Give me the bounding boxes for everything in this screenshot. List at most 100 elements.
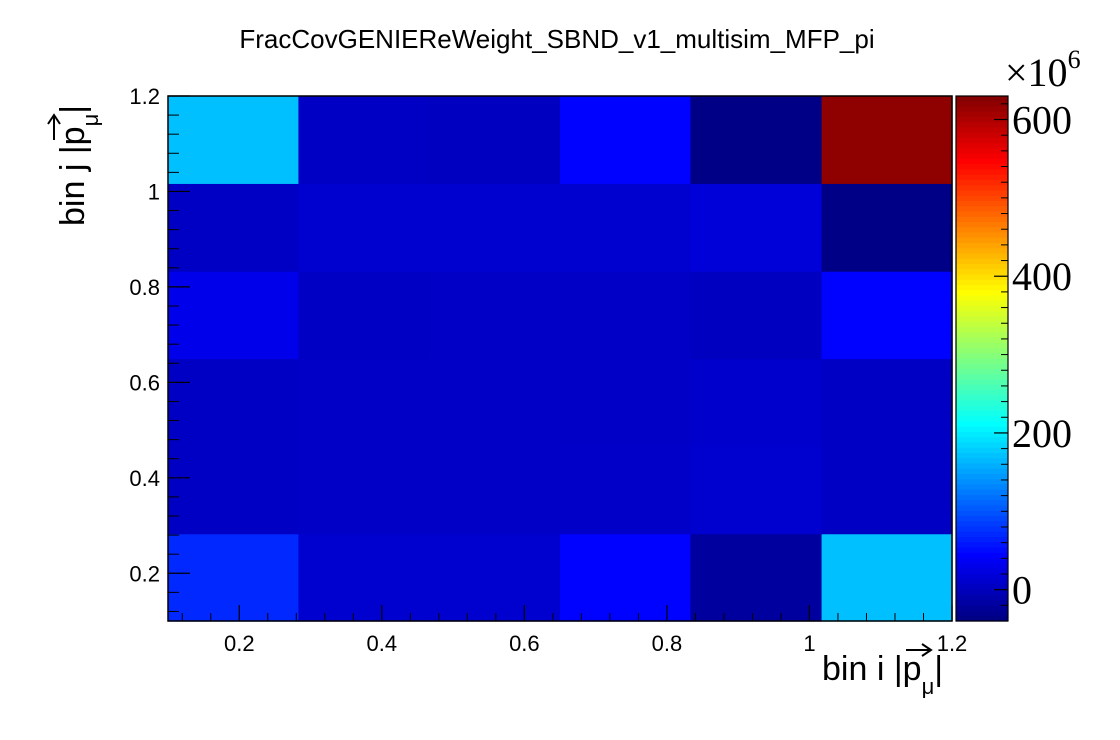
heatmap-cell (429, 183, 561, 272)
y-tick-label: 0.6 (129, 370, 160, 395)
palette-band (956, 295, 1008, 302)
palette-band (956, 579, 1008, 585)
palette-band (956, 447, 1008, 454)
palette-band (956, 153, 1008, 160)
palette-band (956, 101, 1008, 108)
palette-band (956, 547, 1008, 554)
z-multiplier-base: ×10 (1005, 50, 1068, 95)
z-tick-label: 600 (1012, 98, 1072, 143)
palette-band (956, 510, 1008, 517)
palette-band (956, 379, 1008, 386)
palette-band (956, 358, 1008, 365)
y-axis-label-symbol: p (54, 126, 92, 145)
palette-band (956, 405, 1008, 412)
palette-band (956, 605, 1008, 612)
palette-band (956, 148, 1008, 155)
x-axis-label-close: | (934, 650, 943, 688)
heatmap-cell (298, 445, 431, 535)
palette-band (956, 615, 1008, 622)
palette-band (956, 610, 1008, 617)
z-tick-label: 0 (1012, 568, 1032, 613)
heatmap-cell (168, 96, 300, 184)
x-axis-label: bin i |pμ| (822, 643, 943, 699)
palette-band (956, 332, 1008, 339)
palette-band (956, 342, 1008, 349)
palette-band (956, 132, 1008, 139)
palette-band (956, 117, 1008, 123)
palette-band (956, 437, 1008, 444)
palette-band (956, 416, 1008, 423)
palette-band (956, 489, 1008, 496)
svg-text:bin j |pμ|: bin j |pμ| (54, 105, 103, 226)
heatmap-cell (690, 183, 823, 272)
z-tick-label: 400 (1012, 254, 1072, 299)
palette-band (956, 285, 1008, 291)
palette-band (956, 516, 1008, 522)
heatmap-cell (821, 96, 953, 184)
heatmap-cell (690, 445, 823, 535)
y-tick-label: 0.8 (129, 275, 160, 300)
palette-band (956, 248, 1008, 255)
palette-band (956, 363, 1008, 370)
palette-band (956, 432, 1008, 438)
palette-band (956, 279, 1008, 286)
x-axis-label-text: bin i | (822, 650, 903, 688)
palette-band (956, 138, 1008, 144)
palette-band (956, 174, 1008, 181)
y-axis-label-text: bin j | (54, 145, 92, 226)
palette-band (956, 426, 1008, 433)
palette-band (956, 348, 1008, 354)
heatmap-cell (429, 358, 561, 447)
palette-band (956, 106, 1008, 113)
palette-band (956, 479, 1008, 486)
heatmap-cell (821, 183, 953, 272)
palette-band (956, 395, 1008, 402)
x-tick-label: 0.8 (652, 631, 683, 656)
palette-band (956, 505, 1008, 512)
z-multiplier-exponent: 6 (1068, 45, 1081, 74)
palette-band (956, 201, 1008, 207)
y-axis-label-subscript: μ (78, 114, 103, 127)
heatmap-cell (560, 445, 692, 535)
y-tick-label: 1 (148, 179, 160, 204)
heatmap-cell (168, 358, 300, 447)
heatmap-cell (821, 533, 953, 622)
z-axis: 0 200 400 600 (994, 98, 1072, 622)
svg-text:bin i |pμ|: bin i |pμ| (822, 650, 943, 699)
palette-band (956, 321, 1008, 328)
heatmap-cell (168, 271, 300, 360)
z-tick-label: 200 (1012, 411, 1072, 456)
palette-band (956, 568, 1008, 575)
heatmap-cell (429, 533, 561, 622)
palette-band (956, 243, 1008, 249)
palette-band (956, 222, 1008, 228)
palette-band (956, 227, 1008, 234)
palette-band (956, 600, 1008, 606)
palette-band (956, 96, 1008, 102)
palette-band (956, 306, 1008, 312)
heatmap-cell (690, 358, 823, 447)
palette-band (956, 316, 1008, 323)
x-axis-label-symbol: p (903, 650, 922, 688)
heatmap-cell (298, 533, 431, 622)
x-axis-label-subscript: μ (922, 674, 935, 699)
palette-band (956, 337, 1008, 344)
y-axis: 0.2 0.4 0.6 0.8 1 1.2 (129, 84, 190, 612)
heatmap-cell (298, 271, 431, 360)
palette-band (956, 453, 1008, 459)
palette-band (956, 384, 1008, 391)
y-axis-label-close: | (54, 105, 92, 114)
palette-band (956, 180, 1008, 186)
palette-band (956, 411, 1008, 417)
x-tick-label: 1 (803, 631, 815, 656)
palette-band (956, 589, 1008, 596)
y-tick-label: 0.2 (129, 561, 160, 586)
palette-band (956, 468, 1008, 475)
plot-frame (167, 95, 953, 622)
chart-title: FracCovGENIEReWeight_SBND_v1_multisim_MF… (239, 24, 874, 54)
palette-band (956, 300, 1008, 307)
palette-band (956, 159, 1008, 165)
heatmap-cell (821, 271, 953, 360)
heatmap-cell (298, 96, 431, 184)
